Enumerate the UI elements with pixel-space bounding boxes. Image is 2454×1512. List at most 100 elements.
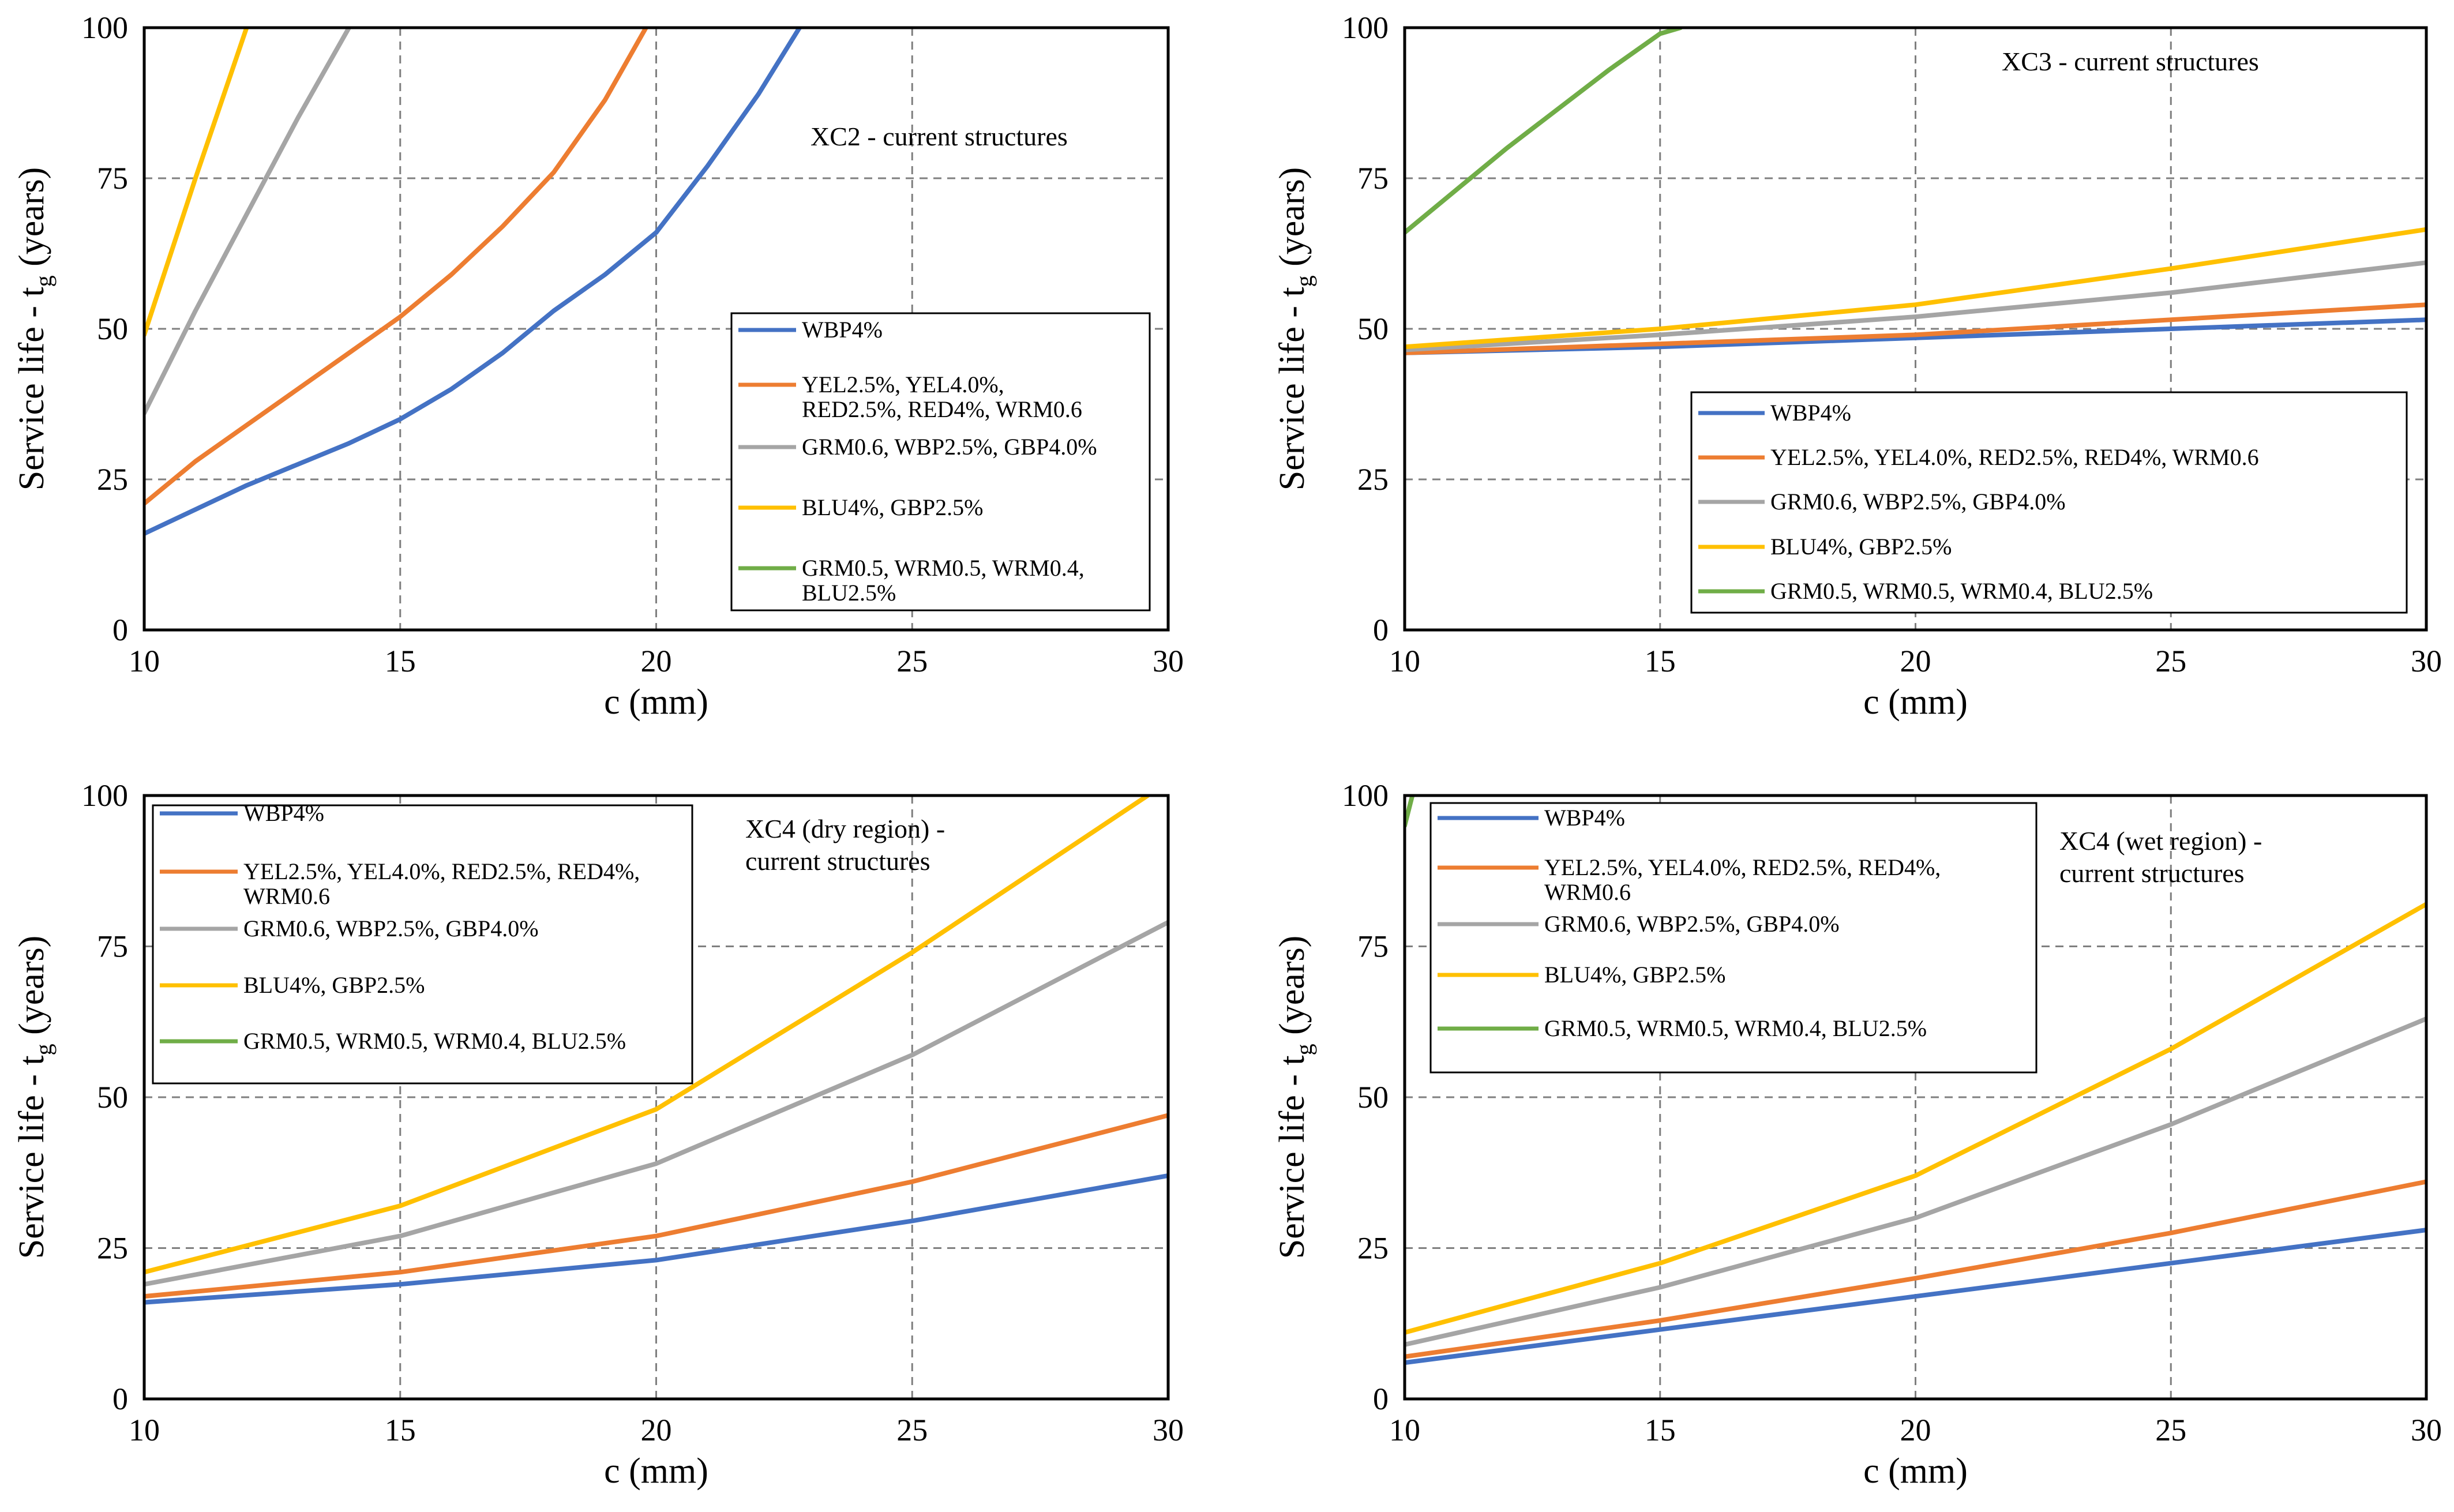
series-line [144, 1113, 1168, 1299]
legend-label: WRM0.6 [1544, 879, 1631, 905]
legend: WBP4% YEL2.5%, YEL4.0%, RED2.5%, RED4%,WR… [152, 800, 693, 1085]
x-tick-label: 10 [129, 1413, 160, 1447]
x-tick-label: 15 [385, 1413, 416, 1447]
y-tick-label: 100 [1342, 10, 1389, 45]
y-axis-label: Service life - tg (years) [1273, 167, 1317, 491]
x-axis-label: c (mm) [1863, 1451, 1968, 1491]
legend-label: GRM0.6, WBP2.5%, GBP4.0% [243, 916, 539, 941]
legend-label: WBP4% [243, 800, 324, 826]
y-axis-label: Service life - tg (years) [12, 167, 57, 491]
x-axis-label: c (mm) [604, 1451, 708, 1491]
legend-label: WBP4% [1770, 400, 1851, 426]
legend-label: GRM0.5, WRM0.5, WRM0.4, BLU2.5% [1544, 1015, 1927, 1041]
legend-label: GRM0.5, WRM0.5, WRM0.4, BLU2.5% [243, 1028, 626, 1054]
x-axis-label: c (mm) [604, 682, 708, 722]
y-axis-label: Service life - tg (years) [1273, 936, 1317, 1259]
legend-label: BLU4%, GBP2.5% [243, 972, 425, 998]
y-tick-label: 50 [1357, 1080, 1389, 1115]
legend-label: GRM0.5, WRM0.5, WRM0.4, [802, 555, 1085, 581]
y-tick-label: 100 [1342, 778, 1389, 813]
legend-label: YEL2.5%, YEL4.0%, RED2.5%, RED4%, WRM0.6 [1770, 444, 2259, 470]
series-line [144, 28, 351, 416]
legend: WBP4% YEL2.5%, YEL4.0%, RED2.5%, RED4%,WR… [1429, 802, 2038, 1074]
y-tick-label: 25 [97, 462, 128, 497]
x-tick-label: 25 [2155, 1413, 2186, 1447]
x-tick-label: 30 [2411, 644, 2442, 678]
x-tick-label: 25 [2155, 644, 2186, 678]
x-tick-label: 15 [385, 644, 416, 678]
x-tick-label: 25 [896, 1413, 928, 1447]
x-tick-label: 25 [896, 644, 928, 678]
series-line [144, 796, 1150, 1275]
x-tick-label: 30 [1153, 1413, 1184, 1447]
panel-annotation: XC4 (dry region) - [745, 814, 945, 843]
series-line [144, 920, 1168, 1287]
series-line [1405, 902, 2426, 1335]
x-tick-label: 10 [129, 644, 160, 678]
series-line [1405, 1016, 2426, 1347]
chart-panel-3: 10 15 20 25 30 0 25 50 75 100 c (mm) Service life -… [12, 778, 1184, 1491]
y-tick-label: 25 [1357, 462, 1389, 497]
plot-frame [1403, 26, 2428, 632]
legend-label: YEL2.5%, YEL4.0%, [802, 372, 1004, 397]
chart-panel-4: 10 15 20 25 30 0 25 50 75 100 c (mm) Service life -… [1273, 778, 2442, 1491]
x-tick-label: 10 [1389, 644, 1420, 678]
panel-annotation: XC4 (wet region) - [2059, 826, 2262, 856]
y-tick-label: 0 [112, 1382, 128, 1416]
series-line [144, 28, 249, 337]
legend-label: YEL2.5%, YEL4.0%, RED2.5%, RED4%, [1544, 854, 1941, 880]
y-tick-label: 75 [1357, 929, 1389, 964]
x-tick-label: 30 [2411, 1413, 2442, 1447]
y-tick-label: 25 [1357, 1231, 1389, 1266]
legend-label: RED2.5%, RED4%, WRM0.6 [802, 396, 1082, 422]
series-line [1405, 227, 2426, 350]
y-tick-label: 100 [81, 10, 128, 45]
legend-label: WRM0.6 [243, 883, 330, 909]
x-tick-label: 15 [1645, 1413, 1676, 1447]
x-tick-label: 30 [1153, 644, 1184, 678]
y-tick-label: 50 [97, 312, 128, 346]
series-line [1405, 28, 1683, 235]
y-tick-label: 50 [97, 1080, 128, 1115]
x-tick-label: 20 [1900, 644, 1931, 678]
legend-label: WBP4% [802, 317, 883, 343]
chart-panel-1: 10 15 20 25 30 0 25 50 75 100 c (mm) Service life -… [12, 10, 1184, 722]
x-axis-label: c (mm) [1863, 682, 1968, 722]
series-line [144, 1173, 1168, 1305]
legend-label: YEL2.5%, YEL4.0%, RED2.5%, RED4%, [243, 858, 640, 884]
legend-label: BLU4%, GBP2.5% [1544, 962, 1725, 988]
series-line [144, 28, 648, 506]
x-tick-label: 20 [641, 644, 672, 678]
plot-frame [1403, 794, 2428, 1401]
series-line [144, 28, 802, 536]
legend-label: GRM0.6, WBP2.5%, GBP4.0% [1770, 489, 2066, 515]
x-tick-label: 20 [1900, 1413, 1931, 1447]
panel-annotation: XC3 - current structures [2002, 47, 2259, 76]
y-tick-label: 0 [112, 613, 128, 647]
y-tick-label: 100 [81, 778, 128, 813]
plot-frame [142, 26, 1170, 632]
legend-label: WBP4% [1544, 805, 1625, 831]
y-tick-label: 0 [1373, 1382, 1389, 1416]
legend-label: GRM0.6, WBP2.5%, GBP4.0% [802, 434, 1097, 460]
x-tick-label: 15 [1645, 644, 1676, 678]
series-line [1405, 1179, 2426, 1359]
plot-frame [142, 794, 1170, 1401]
x-tick-label: 20 [641, 1413, 672, 1447]
y-tick-label: 0 [1373, 613, 1389, 647]
legend-label: GRM0.5, WRM0.5, WRM0.4, BLU2.5% [1770, 578, 2153, 604]
series-line [1405, 302, 2426, 355]
y-tick-label: 25 [97, 1231, 128, 1266]
legend-label: BLU2.5% [802, 580, 896, 606]
x-tick-label: 10 [1389, 1413, 1420, 1447]
y-tick-label: 75 [97, 161, 128, 196]
chart-panel-2: 10 15 20 25 30 0 25 50 75 100 c (mm) Service life -… [1273, 10, 2442, 722]
legend-label: BLU4%, GBP2.5% [1770, 534, 1952, 560]
legend: WBP4% YEL2.5%, YEL4.0%, RED2.5%, RED4%, W… [1690, 391, 2408, 614]
panel-annotation: XC2 - current structures [811, 122, 1068, 151]
legend-box [152, 804, 693, 1085]
series-line [1405, 1228, 2426, 1365]
legend-box [1690, 391, 2408, 614]
y-axis-label: Service life - tg (years) [12, 936, 57, 1259]
